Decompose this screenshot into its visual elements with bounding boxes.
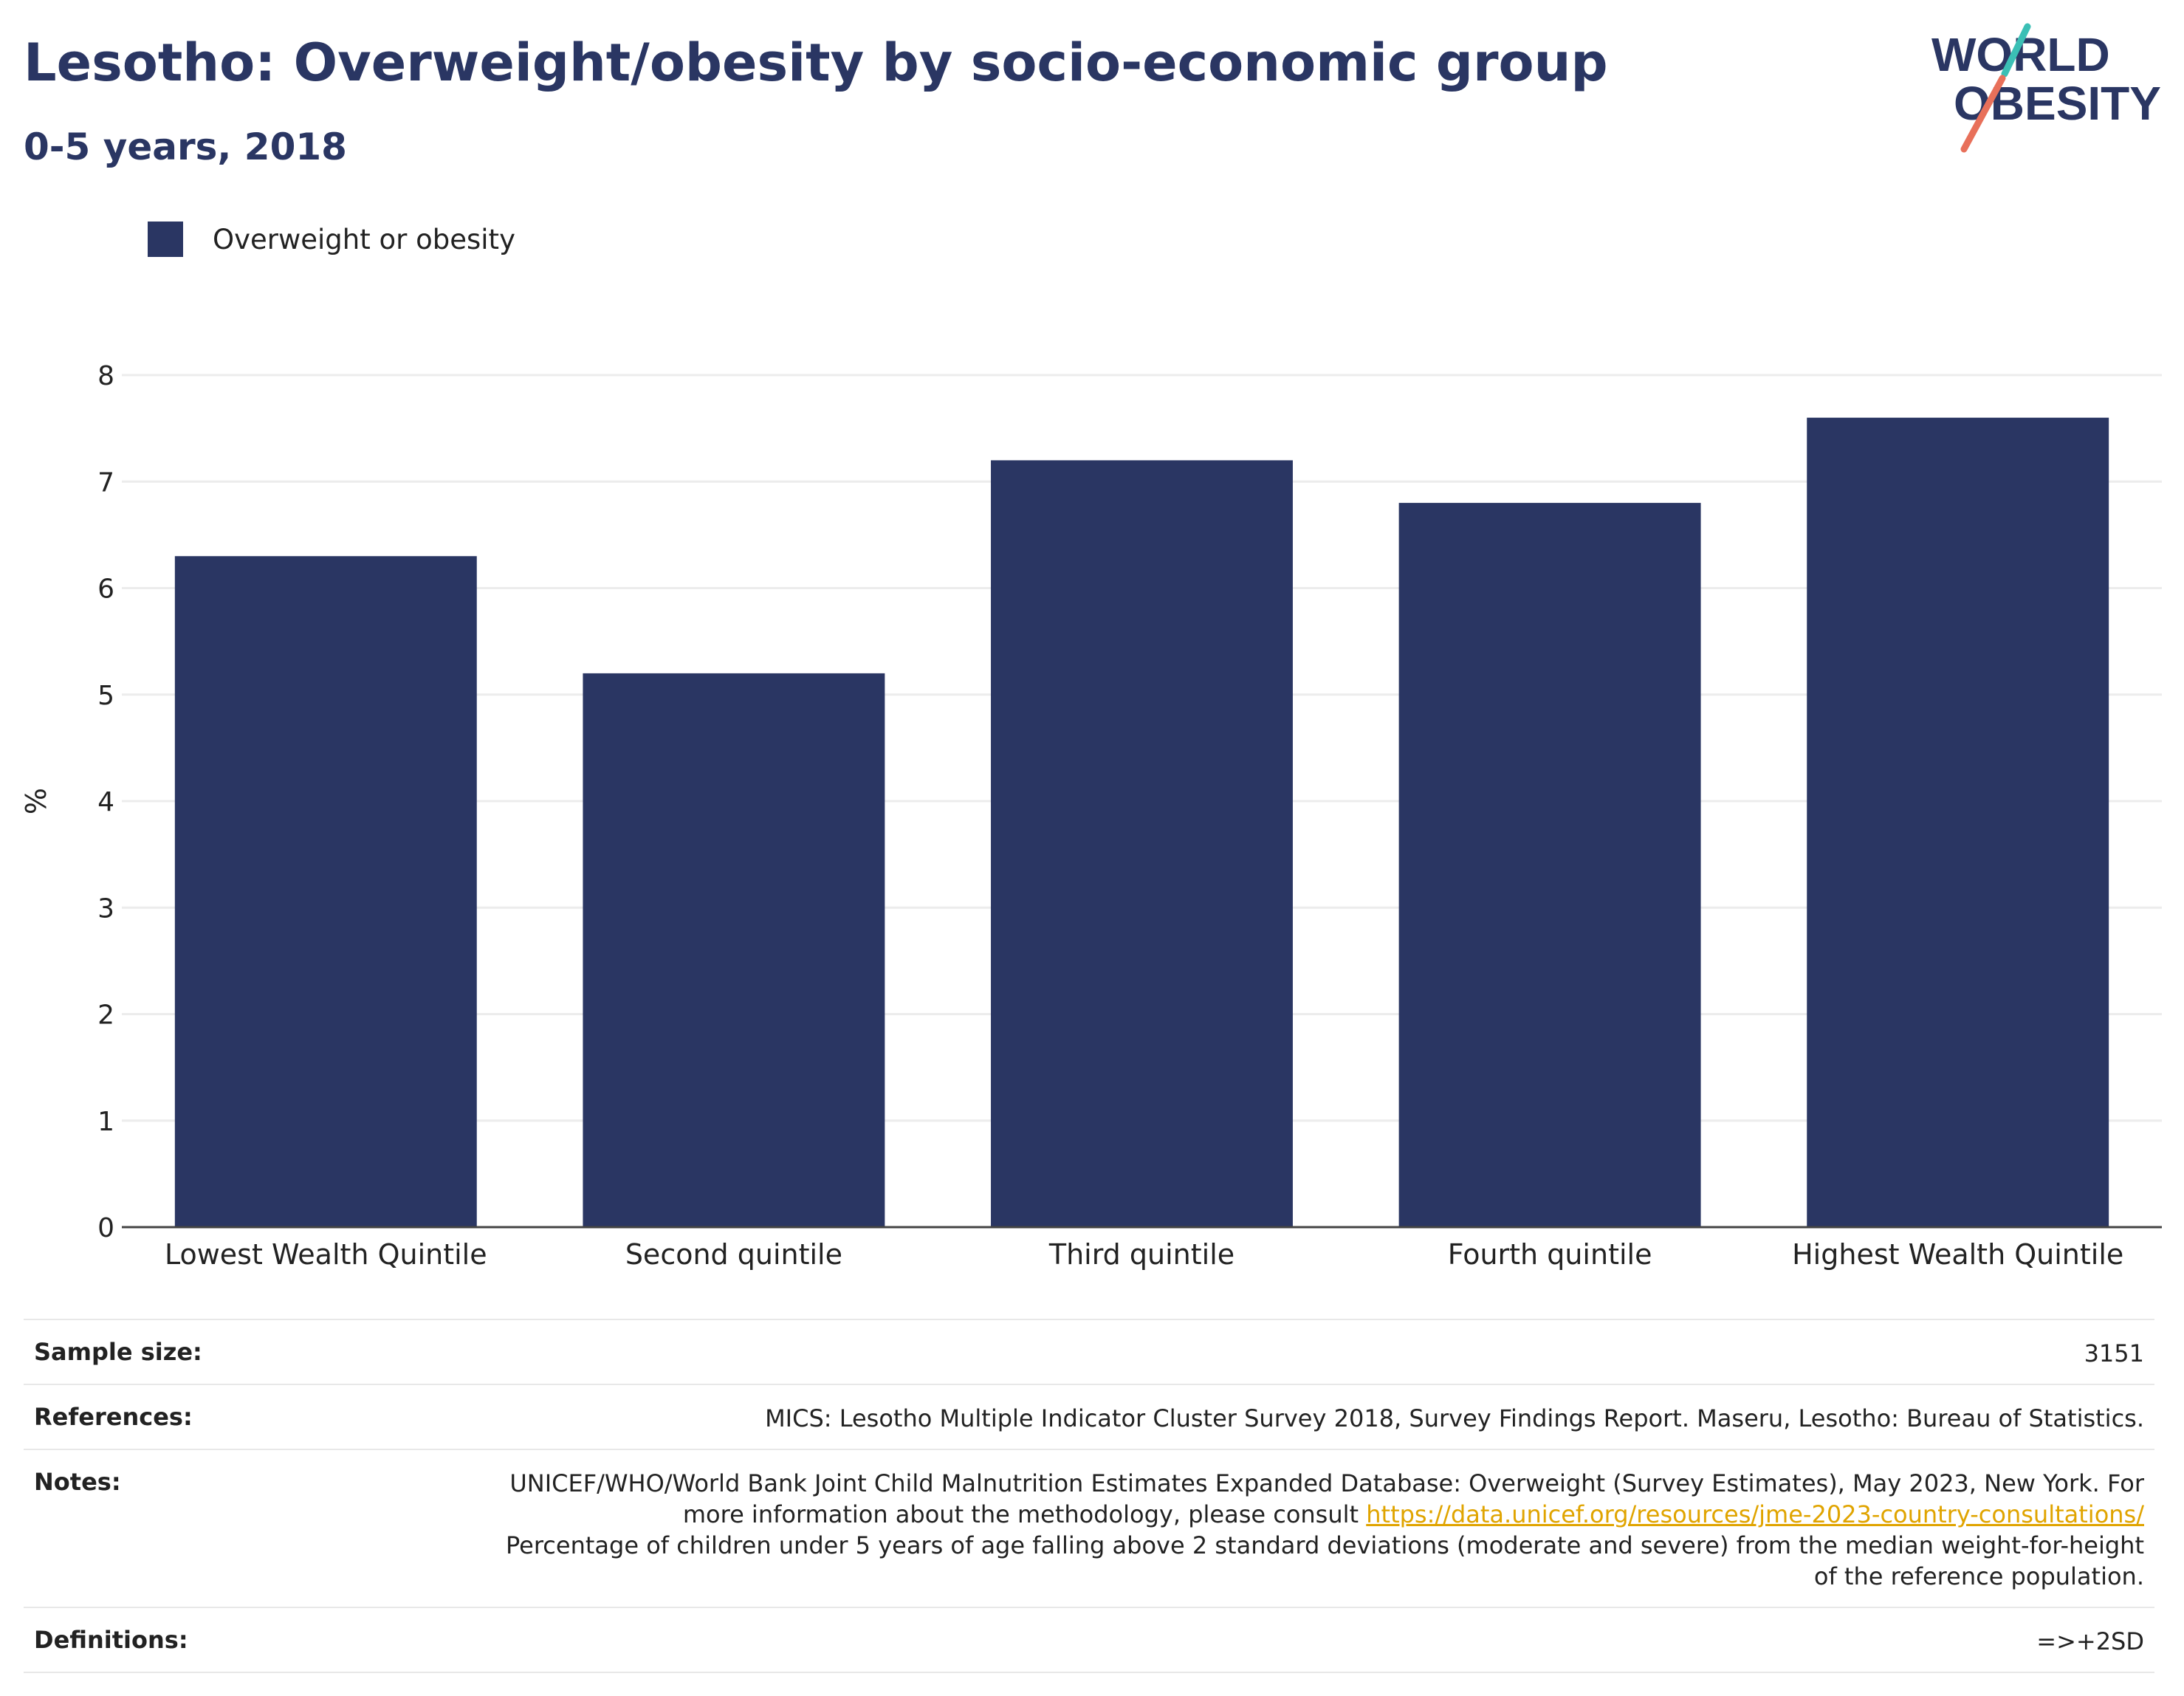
y-axis-label: % (20, 788, 52, 814)
y-tick-label: 3 (97, 893, 114, 924)
world-obesity-logo: WORLD OBESITY (1931, 23, 2161, 153)
x-tick-label: Fourth quintile (1448, 1238, 1652, 1271)
y-tick-label: 5 (97, 681, 114, 711)
notes-definition-text: Percentage of children under 5 years of … (506, 1531, 2144, 1590)
definitions-row: Definitions: =>+2SD (24, 1608, 2154, 1673)
bar (583, 673, 885, 1227)
y-tick-label: 6 (97, 574, 114, 605)
y-tick-label: 4 (97, 787, 114, 817)
references-value: MICS: Lesotho Multiple Indicator Cluster… (765, 1404, 2144, 1432)
sample-size-value: 3151 (2084, 1339, 2144, 1367)
definitions-value: =>+2SD (2036, 1627, 2144, 1655)
methodology-link[interactable]: https://data.unicef.org/resources/jme-20… (1366, 1500, 2144, 1528)
chart-subtitle: 0-5 years, 2018 (24, 126, 347, 168)
x-tick-label: Lowest Wealth Quintile (165, 1238, 487, 1271)
bar (174, 556, 477, 1227)
sample-size-label: Sample size: (34, 1338, 202, 1366)
chart-legend: Overweight or obesity (148, 222, 515, 257)
references-row: References: MICS: Lesotho Multiple Indic… (24, 1385, 2154, 1450)
logo-slash-top (2001, 23, 2031, 78)
y-tick-label: 7 (97, 467, 114, 498)
x-tick-label: Second quintile (625, 1238, 842, 1271)
y-tick-label: 1 (97, 1107, 114, 1137)
definitions-label: Definitions: (34, 1626, 188, 1654)
x-tick-label: Highest Wealth Quintile (1792, 1238, 2123, 1271)
info-table: Sample size: 3151 References: MICS: Leso… (24, 1319, 2154, 1673)
notes-value: UNICEF/WHO/World Bank Joint Child Malnut… (505, 1468, 2144, 1592)
y-tick-label: 8 (97, 361, 114, 391)
bar (991, 460, 1293, 1227)
bar (1398, 503, 1701, 1227)
notes-label: Notes: (34, 1468, 121, 1496)
logo-line2: OBESITY (1954, 77, 2161, 130)
sample-size-row: Sample size: 3151 (24, 1320, 2154, 1385)
bar-chart: 0 1 2 3 4 5 6 7 8 Lowest Wealth Quintile Second qu… (20, 361, 2162, 1271)
x-tick-label: Third quintile (1048, 1238, 1234, 1271)
notes-text: UNICEF/WHO/World Bank Joint Child Malnut… (509, 1469, 2144, 1528)
y-tick-label: 2 (97, 1000, 114, 1031)
chart-title: Lesotho: Overweight/obesity by socio-eco… (24, 32, 1608, 93)
bar (1807, 417, 2109, 1228)
logo-slash-bottom (1960, 75, 2006, 153)
legend-swatch (148, 222, 183, 257)
legend-label: Overweight or obesity (213, 223, 515, 255)
references-label: References: (34, 1403, 193, 1431)
notes-row: Notes: UNICEF/WHO/World Bank Joint Child… (24, 1450, 2154, 1608)
y-tick-label: 0 (97, 1213, 114, 1243)
